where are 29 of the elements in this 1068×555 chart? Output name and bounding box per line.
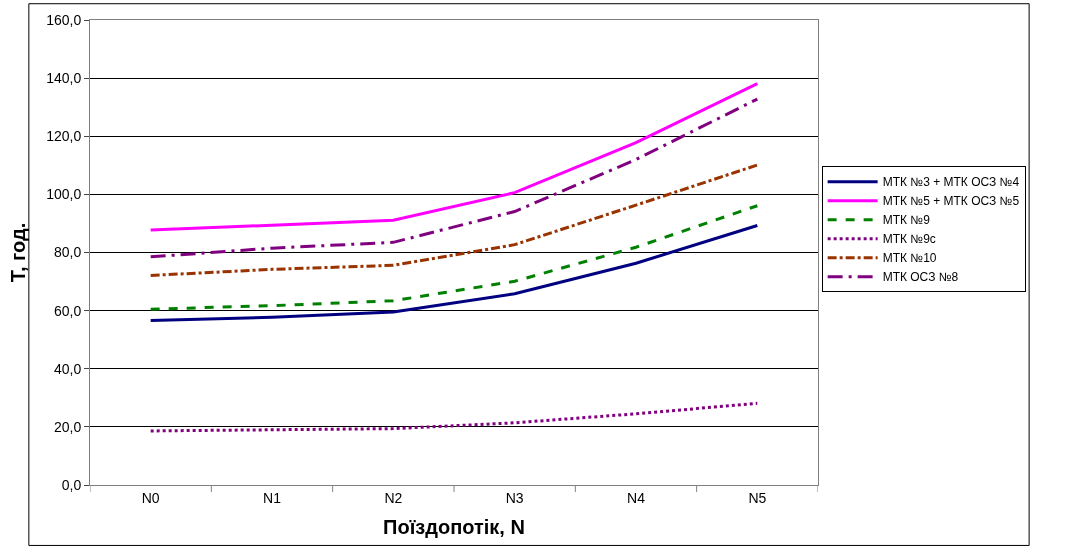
line-series [149, 163, 759, 277]
line-series [149, 223, 759, 323]
x-tick-label: N3 [505, 489, 524, 506]
line-series [149, 401, 759, 433]
y-axis-title: Т, год. [6, 222, 29, 283]
x-tick-label: N1 [263, 489, 282, 506]
line-series [149, 97, 759, 259]
y-tick-label: 100,0 [46, 186, 82, 203]
x-tick-label: N0 [141, 489, 160, 506]
y-tick-label: 40,0 [53, 360, 82, 377]
x-tick-label: N4 [627, 489, 646, 506]
y-tick-label: 0,0 [61, 476, 82, 493]
line-series [149, 82, 759, 232]
y-tick-label: 20,0 [53, 418, 82, 435]
legend-label: МТК ОСЗ №8 [882, 270, 959, 285]
legend-label: МТК №3 + МТК ОСЗ №4 [882, 175, 1020, 190]
legend-label: МТК №10 [882, 251, 937, 266]
x-tick-label: N2 [384, 489, 403, 506]
x-tick-label: N5 [748, 489, 767, 506]
legend-label: МТК №9 [882, 213, 931, 228]
y-tick-label: 80,0 [53, 244, 82, 261]
x-axis-title: Поїздопотік, N [383, 516, 525, 539]
line-series [149, 204, 759, 311]
y-tick-label: 60,0 [53, 302, 82, 319]
y-tick-label: 160,0 [46, 11, 82, 28]
y-tick-label: 140,0 [46, 70, 82, 87]
y-tick-label: 120,0 [46, 128, 82, 145]
legend-label: МТК №9с [882, 232, 936, 247]
legend-label: МТК №5 + МТК ОСЗ №5 [882, 194, 1020, 209]
